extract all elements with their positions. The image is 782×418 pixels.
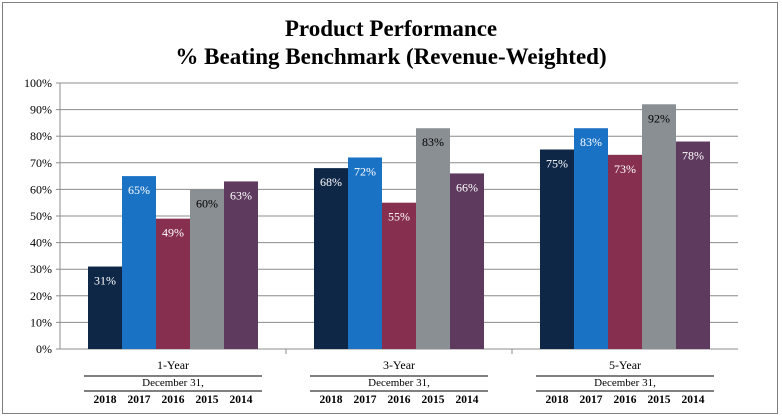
data-label: 83%: [422, 135, 444, 149]
series-year-label: 2017: [128, 394, 151, 406]
group-sublabel: December 31,: [594, 377, 656, 389]
y-tick-label: 80%: [30, 129, 52, 143]
data-label: 65%: [128, 183, 150, 197]
data-label: 75%: [546, 157, 568, 171]
y-tick-label: 0%: [36, 342, 52, 356]
series-year-label: 2018: [94, 394, 117, 406]
y-tick-label: 100%: [24, 76, 52, 90]
series-year-label: 2017: [354, 394, 377, 406]
series-year-label: 2016: [614, 394, 637, 406]
bar-2015-1-Year: [190, 189, 224, 349]
bar-2017-5-Year: [574, 128, 608, 349]
data-label: 63%: [230, 188, 252, 202]
group-sublabel: December 31,: [368, 377, 430, 389]
data-label: 55%: [388, 210, 410, 224]
bar-2014-3-Year: [450, 173, 484, 349]
y-tick-label: 10%: [30, 315, 52, 329]
y-tick-label: 70%: [30, 156, 52, 170]
y-tick-label: 20%: [30, 289, 52, 303]
y-tick-label: 90%: [30, 103, 52, 117]
bar-2018-1-Year: [88, 266, 122, 349]
series-year-label: 2014: [456, 394, 479, 406]
data-label: 49%: [162, 226, 184, 240]
bar-2016-3-Year: [382, 202, 416, 349]
series-year-label: 2016: [162, 394, 185, 406]
y-tick-label: 30%: [30, 262, 52, 276]
series-year-label: 2015: [422, 394, 445, 406]
bar-2017-3-Year: [348, 157, 382, 349]
data-label: 83%: [580, 135, 602, 149]
y-tick-label: 50%: [30, 209, 52, 223]
series-year-label: 2015: [648, 394, 671, 406]
bar-2018-3-Year: [314, 168, 348, 349]
chart-title: Product Performance: [284, 16, 498, 41]
data-label: 66%: [456, 180, 478, 194]
series-year-label: 2014: [682, 394, 705, 406]
bar-2015-3-Year: [416, 128, 450, 349]
data-label: 72%: [354, 164, 376, 178]
data-label: 60%: [196, 196, 218, 210]
bar-2018-5-Year: [540, 149, 574, 349]
y-tick-label: 60%: [30, 182, 52, 196]
bar-2014-1-Year: [224, 181, 258, 349]
bar-2014-5-Year: [676, 141, 710, 349]
data-label: 92%: [648, 111, 670, 125]
group-sublabel: December 31,: [142, 377, 204, 389]
series-year-label: 2015: [196, 394, 219, 406]
bar-2015-5-Year: [642, 104, 676, 349]
series-year-label: 2014: [230, 394, 253, 406]
data-label: 78%: [682, 149, 704, 163]
data-label: 31%: [94, 274, 116, 288]
data-label: 68%: [320, 175, 342, 189]
bar-2016-5-Year: [608, 154, 642, 349]
bar-2017-1-Year: [122, 176, 156, 349]
series-year-label: 2018: [320, 394, 343, 406]
category-label: 3-Year: [383, 358, 415, 372]
series-year-label: 2017: [580, 394, 603, 406]
category-label: 1-Year: [157, 358, 189, 372]
category-label: 5-Year: [609, 358, 641, 372]
data-label: 73%: [614, 162, 636, 176]
series-year-label: 2016: [388, 394, 411, 406]
series-year-label: 2018: [546, 394, 569, 406]
bar-2016-1-Year: [156, 218, 190, 349]
chart-subtitle: % Beating Benchmark (Revenue-Weighted): [175, 44, 607, 69]
y-tick-label: 40%: [30, 236, 52, 250]
